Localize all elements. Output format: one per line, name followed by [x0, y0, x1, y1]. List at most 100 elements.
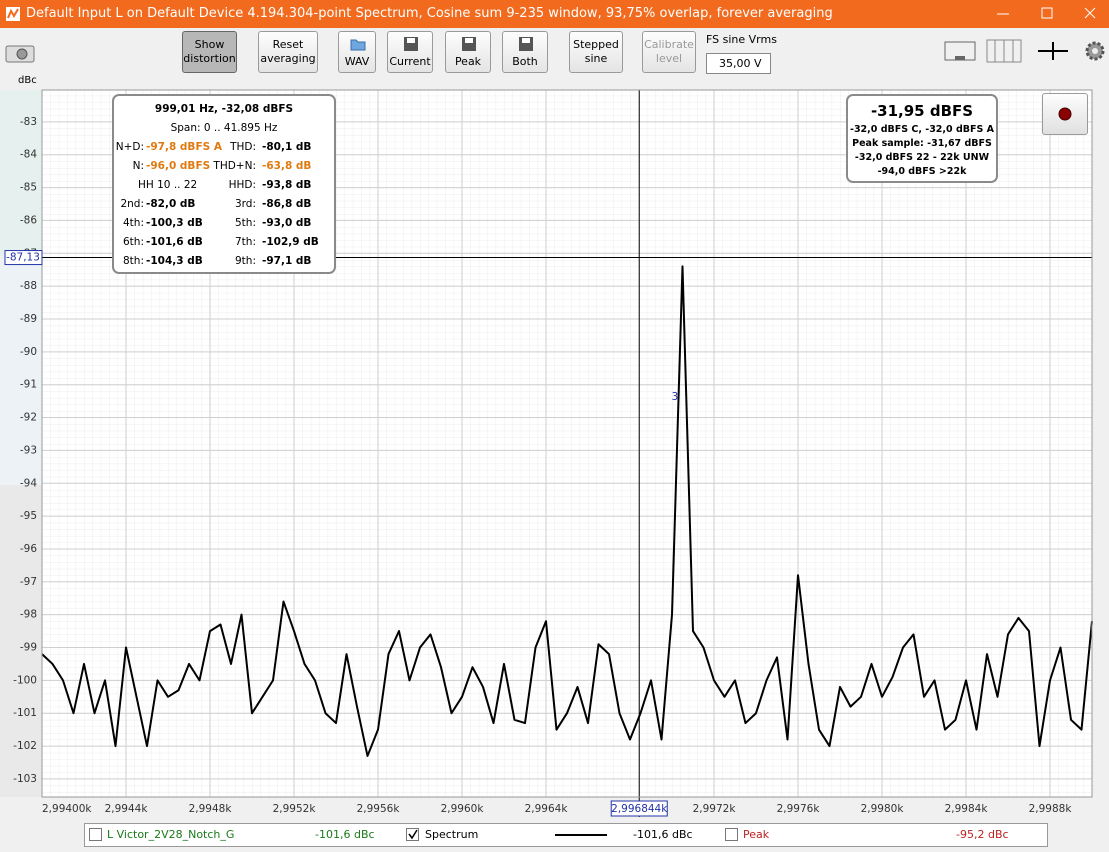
button-label: WAV	[344, 55, 370, 68]
level-line: -32,0 dBFS 22 - 22k UNW	[854, 152, 990, 163]
y-tick-label: -88	[20, 280, 37, 292]
button[interactable]: Both	[502, 31, 548, 73]
button-label: Both	[512, 55, 538, 68]
y-tick-label: -92	[20, 412, 37, 424]
x-tick-label: 2,9956k	[357, 803, 401, 815]
button[interactable]: Calibrate level	[642, 31, 696, 73]
row-label: 8th:	[123, 255, 144, 267]
button[interactable]: Show distortion	[182, 31, 237, 73]
button-label: Current	[389, 55, 431, 68]
y-axis-unit: dBc	[18, 75, 37, 86]
row-value: -104,3 dB	[146, 255, 203, 267]
row-label: HH 10 .. 22	[138, 179, 198, 191]
cursor-y-label: -87,13	[6, 252, 40, 264]
y-tick-label: -101	[13, 707, 37, 719]
row-value: -100,3 dB	[146, 217, 203, 229]
row-label: 3rd:	[234, 198, 256, 210]
row-label: N+D:	[115, 141, 144, 153]
row-label: HHD:	[228, 179, 256, 191]
button[interactable]: WAV	[338, 31, 376, 73]
camera-icon[interactable]	[4, 42, 36, 64]
level-line: -94,0 dBFS >22k	[877, 166, 967, 177]
check	[408, 829, 418, 840]
y-tick-label: -86	[20, 214, 37, 226]
x-tick-label: 2,9976k	[777, 803, 821, 815]
row-label: 2nd:	[120, 198, 144, 210]
level-main: -31,95 dBFS	[870, 102, 974, 120]
legend-name: Spectrum	[425, 828, 479, 841]
y-tick-label: -85	[20, 182, 37, 194]
row-value: -101,6 dB	[146, 236, 203, 248]
distortion-panel: 999,01 Hz, -32,08 dBFS Span: 0 .. 41.895…	[112, 94, 336, 274]
window-title: Default Input L on Default Device 4.194.…	[26, 6, 833, 21]
x-tick-label: 2,9972k	[693, 803, 737, 815]
panel-header: 999,01 Hz, -32,08 dBFS	[154, 103, 294, 115]
record-icon	[1058, 107, 1072, 121]
title-bar: Default Input L on Default Device 4.194.…	[0, 0, 1109, 28]
y-tick-label: -83	[20, 116, 37, 128]
y-tick-label: -98	[20, 609, 37, 621]
legend-name: L Victor_2V28_Notch_G	[107, 828, 235, 841]
y-tick-label: -102	[13, 740, 37, 752]
y-tick-label: -100	[13, 674, 37, 686]
row-value: -82,0 dB	[146, 198, 196, 210]
row-label: 6th:	[123, 236, 144, 248]
row-label: THD+N:	[213, 160, 256, 172]
button[interactable]: Current	[387, 31, 433, 73]
y-tick-label: -103	[13, 773, 37, 785]
record-button[interactable]	[1042, 93, 1088, 135]
button-label: Peak	[454, 55, 482, 68]
cursor-x-box	[610, 800, 668, 817]
save-icon	[519, 37, 533, 51]
x-tick-label: 2,99400k	[42, 803, 92, 815]
y-tick-label: -96	[20, 543, 37, 555]
legend-value: -101,6 dBc	[633, 828, 693, 841]
row-label: THD:	[230, 141, 256, 153]
checkbox[interactable]	[725, 828, 738, 841]
row-value: -63,8 dB	[262, 160, 312, 172]
legend-value: -101,6 dBc	[315, 828, 375, 841]
row-value: -102,9 dB	[262, 236, 319, 248]
row-value: -97,8 dBFS A	[146, 141, 222, 153]
checkbox[interactable]	[406, 828, 419, 841]
harmonic-marker: 3	[672, 391, 679, 403]
spectrum-line	[41, 265, 1093, 757]
level-line: Peak sample: -31,67 dBFS	[852, 138, 992, 149]
row-value: -93,8 dB	[262, 179, 312, 191]
x-tick-label: 2,9944k	[105, 803, 149, 815]
button[interactable]: Reset averaging	[258, 31, 318, 73]
row-value: -93,0 dB	[262, 217, 312, 229]
y-tick-label: -90	[20, 346, 37, 358]
fs-input[interactable]: 35,00 V	[706, 53, 771, 74]
save-icon	[404, 37, 418, 51]
x-tick-label: 2,9952k	[273, 803, 317, 815]
x-tick-label: 2,9948k	[189, 803, 233, 815]
y-tick-label: -91	[20, 379, 37, 391]
cursor-y-box	[4, 250, 43, 266]
row-label: 5th:	[235, 217, 256, 229]
cursor-x-label: 2,996844k	[611, 803, 668, 815]
fs-label: FS sine Vrms	[706, 33, 777, 46]
legend-bar: L Victor_2V28_Notch_G -101,6 dBc Spectru…	[84, 823, 1048, 847]
app-icon	[6, 7, 20, 21]
x-tick-label: 2,9988k	[1029, 803, 1073, 815]
checkbox[interactable]	[89, 828, 102, 841]
row-value: -80,1 dB	[262, 141, 312, 153]
gutter-band	[0, 255, 42, 485]
panel-span: Span: 0 .. 41.895 Hz	[170, 122, 278, 134]
view-icons[interactable]	[935, 38, 1105, 66]
x-tick-label: 2,9964k	[525, 803, 569, 815]
plot-frame	[41, 89, 1093, 798]
y-tick-label: -94	[20, 477, 37, 489]
y-tick-label: -93	[20, 444, 37, 456]
button[interactable]: Peak	[445, 31, 491, 73]
y-tick-label: -97	[20, 576, 37, 588]
x-tick-label: 2,9960k	[441, 803, 485, 815]
level-line: -32,0 dBFS C, -32,0 dBFS A	[850, 124, 994, 135]
y-tick-label: -99	[20, 642, 37, 654]
gutter-band	[0, 90, 42, 255]
window-controls[interactable]	[985, 0, 1109, 28]
row-label: 4th:	[123, 217, 144, 229]
button[interactable]: Stepped sine	[569, 31, 623, 73]
